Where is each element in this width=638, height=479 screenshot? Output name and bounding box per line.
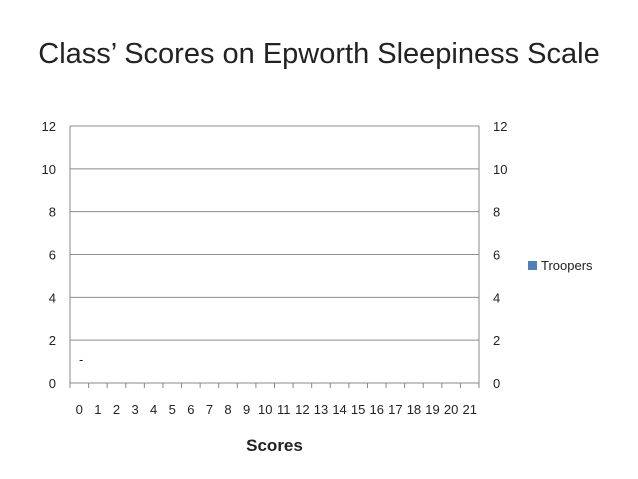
y2-tick-label: 0	[493, 376, 500, 391]
x-tick-label: 14	[332, 402, 346, 417]
x-tick-label: 5	[169, 402, 176, 417]
x-tick-label: 0	[76, 402, 83, 417]
chart-title: Class’ Scores on Epworth Sleepiness Scal…	[38, 38, 600, 70]
x-tick-label: 19	[425, 402, 439, 417]
x-tick-label: 12	[295, 402, 309, 417]
x-tick-label: 4	[150, 402, 157, 417]
y-tick-label: 8	[49, 205, 56, 220]
y2-tick-label: 8	[493, 205, 500, 220]
y2-tick-label: 6	[493, 248, 500, 263]
y-tick-label: 0	[49, 376, 56, 391]
y-tick-label: 6	[49, 248, 56, 263]
x-tick-label: 2	[113, 402, 120, 417]
y-tick-label: 4	[49, 290, 56, 305]
y2-tick-label: 4	[493, 290, 500, 305]
x-tick-label: 3	[131, 402, 138, 417]
x-tick-label: 8	[224, 402, 231, 417]
x-tick-label: 6	[187, 402, 194, 417]
y-tick-label: 10	[42, 162, 56, 177]
x-tick-label: 9	[243, 402, 250, 417]
y-tick-label: 12	[42, 119, 56, 134]
chart-annotation: -	[79, 352, 83, 367]
x-tick-label: 11	[277, 402, 291, 417]
y2-tick-label: 12	[493, 119, 507, 134]
legend-label: Troopers	[541, 258, 593, 273]
x-tick-label: 15	[351, 402, 365, 417]
x-axis-title: Scores	[246, 436, 303, 455]
y2-tick-label: 2	[493, 333, 500, 348]
x-tick-label: 21	[462, 402, 476, 417]
x-tick-label: 7	[206, 402, 213, 417]
x-tick-label: 20	[444, 402, 458, 417]
x-tick-label: 16	[370, 402, 384, 417]
x-tick-label: 17	[388, 402, 402, 417]
x-tick-label: 1	[94, 402, 101, 417]
legend-swatch	[528, 261, 537, 270]
x-tick-label: 18	[407, 402, 421, 417]
x-tick-label: 13	[314, 402, 328, 417]
x-tick-label: 10	[258, 402, 272, 417]
y-tick-label: 2	[49, 333, 56, 348]
y2-tick-label: 10	[493, 162, 507, 177]
